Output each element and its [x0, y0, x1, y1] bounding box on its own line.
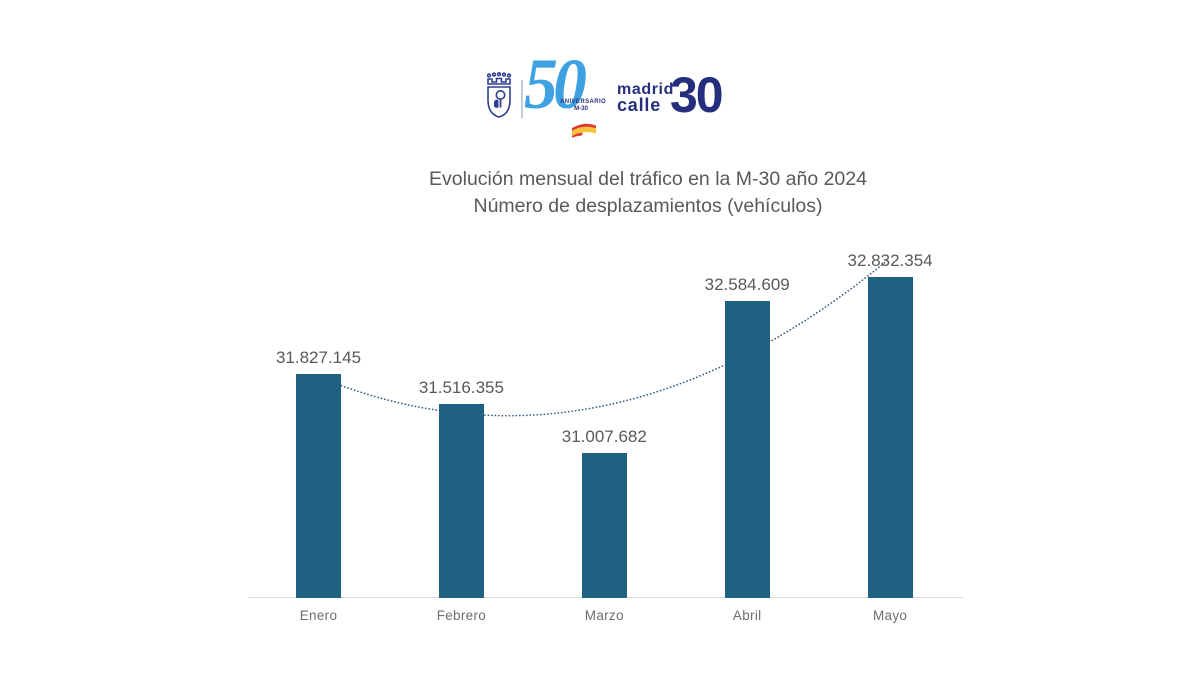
- logo-divider: [521, 80, 523, 118]
- x-tick-label: Abril: [732, 608, 762, 623]
- madrid-crest-icon: [486, 72, 512, 118]
- x-tick-label: Febrero: [436, 608, 487, 623]
- bar-value-label: 31.007.682: [561, 426, 647, 446]
- bar-marzo: [581, 452, 627, 598]
- brand-calle: calle: [617, 95, 662, 115]
- x-tick-label: Enero: [299, 608, 338, 623]
- bar-value-label: 31.516.355: [418, 377, 504, 397]
- bar-value-label: 32.584.609: [704, 274, 790, 294]
- bar-chart: 31.827.145 Enero 31.516.355 Febrero 31.007.6…: [248, 230, 963, 623]
- bar-enero: [296, 373, 341, 598]
- chart-title-block: Evolución mensual del tráfico en la M-30…: [248, 166, 1048, 220]
- bar-abril: [724, 300, 770, 598]
- anniversary-label: ANIVERSARIO: [560, 99, 607, 105]
- brand-wordmark: madrid calle: [617, 81, 674, 115]
- brand-30: 30: [670, 67, 724, 123]
- logo-madrid-calle30: 50 ANIVERSARIO M-30 madrid calle 30: [0, 0, 1200, 150]
- anniversary-sub: M-30: [574, 106, 588, 112]
- anniversary-caption: ANIVERSARIO M-30: [560, 99, 607, 113]
- bar-mayo: [867, 276, 913, 598]
- bar-value-label: 32.832.354: [847, 250, 933, 270]
- brand-madrid: madrid: [617, 81, 674, 98]
- spain-flag-icon: [572, 123, 596, 138]
- x-tick-label: Marzo: [584, 608, 624, 623]
- x-tick-label: Mayo: [872, 608, 908, 623]
- bar-febrero: [438, 403, 484, 598]
- trendline-dotted: [317, 258, 890, 417]
- bar-value-label: 31.827.145: [275, 347, 362, 367]
- chart-subtitle: Número de desplazamientos (vehículos): [473, 195, 823, 217]
- chart-title: Evolución mensual del tráfico en la M-30…: [429, 168, 867, 190]
- anniversary-50: 50: [524, 44, 587, 124]
